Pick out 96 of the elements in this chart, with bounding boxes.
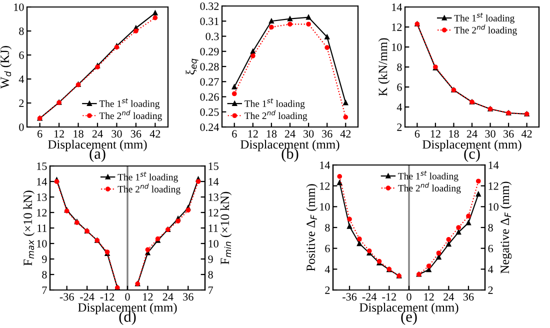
y-tick-label: 0.26 xyxy=(200,93,219,101)
y-tick-label: 10 xyxy=(392,43,402,51)
x-tick-label: 42 xyxy=(340,130,351,138)
x-tick-label: -24 xyxy=(362,293,377,300)
y-axis-title: K (kN/mm) xyxy=(378,38,390,96)
legend-label: The 2$^{nd}$ loading xyxy=(99,110,162,122)
x-tick-label: 36 xyxy=(322,130,332,138)
y-tick-label: 12 xyxy=(320,182,330,190)
x-tick-label: 12 xyxy=(54,130,64,138)
y-tick-label: 2 xyxy=(19,99,24,107)
y2-tick-label: 4 xyxy=(488,266,494,274)
y-tick-label: 0 xyxy=(19,123,24,131)
y-tick-label: 0.28 xyxy=(200,62,219,71)
y-tick-label: 8 xyxy=(397,63,402,71)
x-tick-label: -36 xyxy=(60,293,74,301)
y-tick-label: 4 xyxy=(18,76,24,83)
y-tick-label: 2 xyxy=(397,123,402,131)
y2-tick-label: 14 xyxy=(488,162,499,169)
y-tick-label: 6 xyxy=(325,244,330,252)
y-tick-label: 14 xyxy=(37,178,48,186)
x-tick-label: 24 xyxy=(92,130,103,138)
x-tick-label: 30 xyxy=(485,130,496,138)
legend-label: The 1$^{st}$ loading xyxy=(99,98,160,110)
legend-label: The 2$^{nd}$ loading xyxy=(398,182,461,194)
y-tick-label: 10 xyxy=(320,203,330,211)
x-tick-label: 24 xyxy=(162,293,174,300)
y-axis-title: W$_{d}$ (KJ) xyxy=(0,46,12,89)
x-tick-label: -12 xyxy=(100,293,114,300)
x-tick-label: 30 xyxy=(304,130,314,138)
x-tick-label: 24 xyxy=(466,130,478,138)
y-tick-label: 2 xyxy=(325,286,330,294)
y-tick-label: 14 xyxy=(392,4,402,11)
y-tick-label: 6 xyxy=(19,51,24,59)
x-tick-label: -24 xyxy=(80,293,94,300)
y-tick-label: 11 xyxy=(38,224,47,232)
y-tick-label: 14 xyxy=(320,162,330,169)
y-tick-label: 0.32 xyxy=(200,2,219,10)
y2-tick-label: 6 xyxy=(488,244,493,252)
x-tick-label: 6 xyxy=(232,130,237,138)
x-tick-label: 0 xyxy=(125,293,130,301)
x-tick-label: -12 xyxy=(382,293,396,300)
x-tick-label: 36 xyxy=(463,293,474,301)
y2-tick-label: 12 xyxy=(488,182,498,190)
x-tick-label: 12 xyxy=(248,130,258,138)
y-tick-label: 0.27 xyxy=(200,78,219,86)
y2-axis-title: Negative Δ$_{F}$ (mm) xyxy=(500,182,512,274)
y-tick-label: 0.31 xyxy=(200,18,219,26)
x-tick-label: 12 xyxy=(430,130,440,138)
y-tick-label: 4 xyxy=(324,266,330,274)
y-axis-title: F$_{max}$ (×10 kN) xyxy=(23,190,35,266)
x-tick-label: 18 xyxy=(266,130,277,138)
y-tick-label: 10 xyxy=(14,3,24,11)
y-tick-label: 0.25 xyxy=(200,108,219,116)
legend-label: The 1$^{st}$ loading xyxy=(118,172,178,182)
legend-label: The 2$^{nd}$ loading xyxy=(454,24,517,36)
y2-tick-label: 10 xyxy=(488,203,498,211)
x-tick-label: 12 xyxy=(143,293,153,300)
y-tick-label: 7 xyxy=(42,286,47,294)
y-tick-label: 8 xyxy=(325,224,330,232)
x-tick-label: 42 xyxy=(521,130,532,138)
y-tick-label: 0.24 xyxy=(200,123,220,132)
x-tick-label: 0 xyxy=(406,293,412,301)
x-tick-label: 24 xyxy=(284,130,296,138)
x-tick-label: 36 xyxy=(504,130,514,138)
x-tick-label: 6 xyxy=(414,130,420,138)
y-tick-label: 10 xyxy=(37,240,47,248)
x-tick-label: 18 xyxy=(449,130,459,138)
x-tick-label: 24 xyxy=(444,293,454,300)
y-tick-label: 8 xyxy=(42,270,47,278)
y2-axis-title: F$_{min}$ (×10 kN) xyxy=(220,192,232,264)
legend-label: The 1$^{st}$ loading xyxy=(244,98,305,110)
y-axis-title: Positive Δ$_{F}$ (mm) xyxy=(306,184,318,272)
y-axis-title: ξ$_{eq}$ xyxy=(186,58,198,74)
x-tick-label: 18 xyxy=(74,130,84,138)
y-tick-label: 12 xyxy=(392,23,402,31)
y-tick-label: 12 xyxy=(37,208,47,216)
legend-label: The 1$^{st}$ loading xyxy=(454,12,514,24)
y-tick-label: 9 xyxy=(42,255,47,263)
legend-label: The 1$^{st}$ loading xyxy=(398,170,458,182)
x-tick-label: 12 xyxy=(424,293,434,300)
y-tick-label: 6 xyxy=(397,83,402,91)
y-tick-label: 0.29 xyxy=(200,48,219,56)
y2-tick-label: 8 xyxy=(488,224,493,232)
x-tick-label: 36 xyxy=(183,293,194,301)
y-tick-label: 8 xyxy=(19,27,24,35)
x-tick-label: 36 xyxy=(130,130,142,138)
y-tick-label: 13 xyxy=(37,193,47,201)
y2-tick-label: 2 xyxy=(488,286,493,294)
y-tick-label: 0.3 xyxy=(206,32,219,40)
legend-label: The 2$^{nd}$ loading xyxy=(118,184,180,194)
x-tick-label: 42 xyxy=(150,130,160,138)
x-tick-label: -36 xyxy=(342,293,357,301)
y-tick-label: 4 xyxy=(396,104,402,111)
x-tick-label: 30 xyxy=(112,130,122,138)
y-tick-label: 15 xyxy=(37,162,47,170)
legend-label: The 2$^{nd}$ loading xyxy=(244,110,308,122)
